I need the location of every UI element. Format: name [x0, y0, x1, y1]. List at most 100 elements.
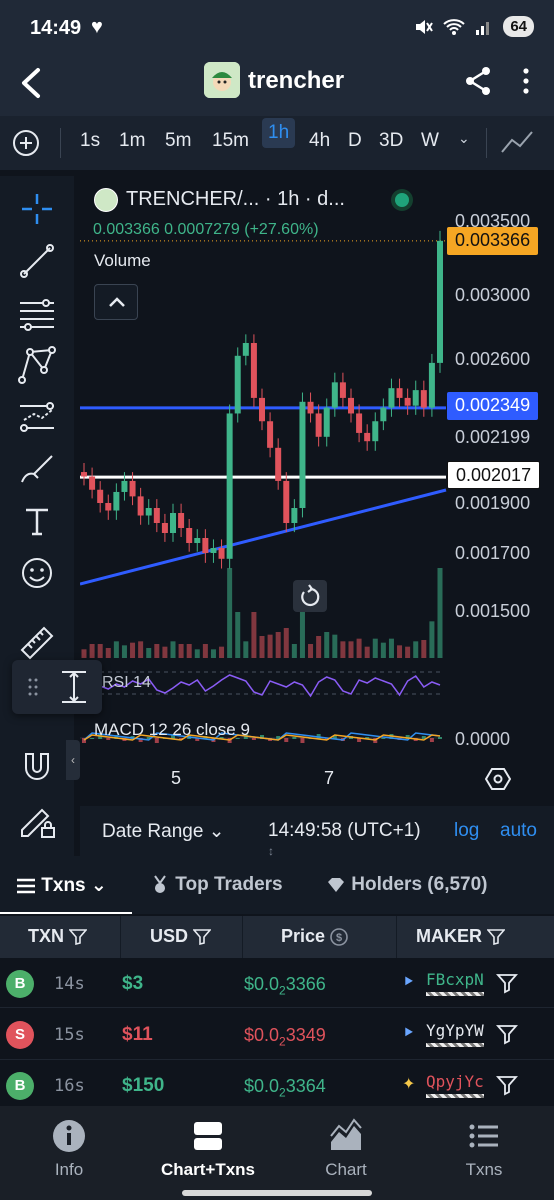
- ohlc-values: 0.003366 0.0007279 (+27.60%): [93, 221, 319, 238]
- timeframe-3d[interactable]: 3D: [379, 130, 404, 151]
- maker-address[interactable]: FBcxpN: [426, 970, 484, 989]
- diamond-icon: [328, 877, 344, 892]
- volume-bar: [259, 636, 265, 658]
- macd-histogram-bar: [276, 736, 281, 739]
- lock-drawing-icon[interactable]: [16, 800, 58, 842]
- nav-info[interactable]: Info: [19, 1118, 119, 1180]
- date-range-button[interactable]: Date Range ⌄: [102, 821, 225, 842]
- volume-bar: [89, 644, 95, 658]
- wallet-type-icon: ⯈: [402, 1025, 415, 1042]
- tab-holders[interactable]: Holders (6,570): [326, 874, 488, 896]
- table-row[interactable]: [0, 1010, 554, 1060]
- fib-lines-icon[interactable]: [16, 292, 58, 334]
- volume-bar: [210, 649, 216, 658]
- timeframe-1m[interactable]: 1m: [119, 130, 146, 151]
- price-digits: 3349: [285, 1025, 326, 1045]
- reset-chart-icon[interactable]: [293, 580, 327, 612]
- price-digits: 3364: [285, 1076, 326, 1096]
- auto-scale-button[interactable]: auto: [500, 820, 537, 841]
- timeframe-4h[interactable]: 4h: [309, 130, 331, 151]
- volume-bar: [243, 641, 249, 658]
- price-axis-label: 0.001500: [455, 601, 531, 621]
- chart-type-icon[interactable]: [500, 128, 534, 156]
- timeframe-w[interactable]: W: [421, 130, 439, 151]
- horizontal-line-tag-white[interactable]: 0.002017: [447, 461, 541, 489]
- timeframe-1h[interactable]: 1h: [262, 118, 296, 148]
- column-header-txn[interactable]: TXN: [28, 926, 88, 947]
- timeframe-1s[interactable]: 1s: [80, 130, 101, 151]
- brush-icon[interactable]: [16, 448, 58, 490]
- log-scale-button[interactable]: log: [454, 820, 480, 841]
- candle-body: [404, 397, 411, 406]
- txn-age: 16s: [54, 1076, 85, 1096]
- chevron-down-icon[interactable]: ⌄: [458, 130, 470, 146]
- more-options-icon[interactable]: [518, 66, 534, 96]
- toolbar-divider: [60, 128, 61, 158]
- token-avatar: [204, 62, 240, 98]
- nav-chart[interactable]: Chart: [296, 1118, 396, 1180]
- horizontal-line-tag-blue[interactable]: 0.002349: [447, 392, 539, 420]
- share-icon[interactable]: [463, 65, 493, 97]
- price-axis-label: 0.003000: [455, 285, 531, 305]
- chart-legend-title[interactable]: TRENCHER/... · 1h · d...: [126, 188, 345, 210]
- chart-clock[interactable]: 14:49:58 (UTC+1): [268, 820, 421, 841]
- timeframe-15m[interactable]: 15m: [212, 130, 249, 151]
- volume-bar: [138, 641, 144, 658]
- collapse-toolbar-button[interactable]: ‹: [66, 740, 80, 780]
- filter-icon[interactable]: [496, 1074, 518, 1096]
- price-chart[interactable]: [80, 176, 554, 806]
- back-arrow-icon[interactable]: [16, 66, 46, 100]
- tab-txns[interactable]: Txns ⌄: [16, 874, 107, 897]
- filter-icon[interactable]: [496, 1023, 518, 1045]
- timeframe-5m[interactable]: 5m: [165, 130, 192, 151]
- tab-top-traders-label: Top Traders: [175, 874, 283, 895]
- current-price-tag: 0.003366: [447, 227, 539, 255]
- nav-chart-txns[interactable]: Chart+Txns: [158, 1118, 258, 1180]
- crosshair-icon[interactable]: [16, 188, 58, 230]
- nav-txns[interactable]: Txns: [434, 1118, 534, 1180]
- magnet-icon[interactable]: [16, 746, 58, 788]
- column-header-price[interactable]: Price $: [281, 926, 348, 947]
- volume-bar: [372, 638, 378, 658]
- text-icon[interactable]: [16, 500, 58, 542]
- resize-handle-icon[interactable]: ↕: [268, 844, 274, 858]
- filter-icon: [486, 929, 506, 946]
- macd-histogram-bar: [300, 738, 305, 743]
- volume-bar: [170, 641, 176, 658]
- forecast-icon[interactable]: [16, 396, 58, 438]
- ruler-icon[interactable]: [16, 622, 58, 664]
- price-digits: 3366: [285, 974, 326, 994]
- volume-bar: [154, 644, 160, 658]
- candle-body: [437, 240, 443, 363]
- signal-icon: [476, 21, 490, 35]
- measure-tool-popover[interactable]: [12, 660, 102, 714]
- chart-settings-icon[interactable]: [485, 766, 511, 792]
- maker-address[interactable]: YgYpYW: [426, 1021, 484, 1040]
- dollar-circle-icon: $: [330, 928, 348, 947]
- collapse-legend-button[interactable]: [94, 284, 138, 320]
- maker-activity-bar: [426, 1094, 484, 1098]
- candle-body: [153, 508, 160, 523]
- maker-address[interactable]: QpyjYc: [426, 1072, 484, 1091]
- tab-top-traders[interactable]: Top Traders: [150, 874, 283, 896]
- volume-bar: [105, 648, 111, 658]
- sparkle-icon: ✦: [402, 1076, 416, 1093]
- pattern-icon[interactable]: [16, 344, 58, 386]
- candle-body: [428, 362, 435, 408]
- filter-icon[interactable]: [496, 972, 518, 994]
- trend-line-icon[interactable]: [16, 240, 58, 282]
- column-header-maker[interactable]: MAKER: [416, 926, 506, 947]
- emoji-icon[interactable]: [16, 552, 58, 594]
- column-divider: [120, 916, 121, 958]
- txn-price: $0.023349: [244, 1025, 326, 1049]
- timeframe-d[interactable]: D: [348, 130, 362, 151]
- table-row[interactable]: [0, 958, 554, 1008]
- volume-bar: [194, 649, 200, 658]
- volume-bar: [219, 646, 225, 658]
- price-prefix: $0.0: [244, 974, 280, 994]
- column-header-usd[interactable]: USD: [150, 926, 212, 947]
- add-indicator-icon[interactable]: [12, 129, 40, 157]
- macd-histogram-bar: [332, 735, 337, 739]
- price-axis-label: 0.003500: [455, 211, 531, 231]
- macd-histogram-bar: [82, 738, 86, 743]
